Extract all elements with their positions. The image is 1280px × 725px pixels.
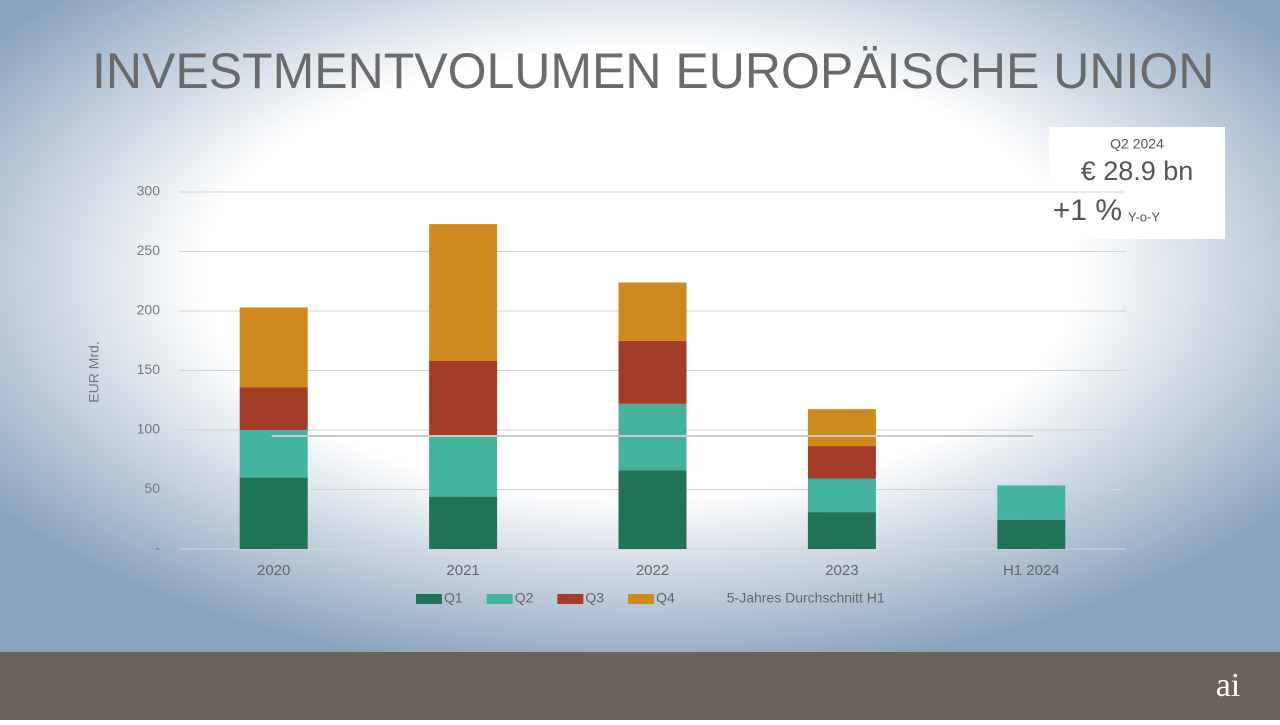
slide-title: INVESTMENTVOLUMEN EUROPÄISCHE UNION [92,43,1214,99]
legend-label: 5-Jahres Durchschnitt H1 [727,590,885,606]
footer-band [0,652,1280,720]
bar-segment [807,446,876,479]
y-tick-label: 250 [137,242,161,258]
legend-label: Q2 [515,590,534,606]
callout-change: +1 % [1053,194,1122,227]
bar-segment [239,307,308,388]
bar-segment [618,282,687,341]
bar-segment [997,519,1066,549]
callout-change-unit: Y-o-Y [1128,209,1160,224]
legend-label: Q3 [585,590,604,606]
y-tick-label: 100 [137,421,161,437]
x-tick-label: 2022 [636,562,669,579]
x-tick-label: 2020 [257,562,290,579]
legend-swatch [628,594,655,604]
bar-segment [618,470,687,549]
y-tick-label: 50 [144,480,160,496]
y-tick-label: 150 [137,361,161,377]
bar-segment [239,477,308,549]
bar-segment [239,430,308,478]
bar-segment [618,340,687,404]
bar-segment [997,485,1066,520]
callout-volume: € 28.9 bn [1081,156,1194,186]
legend-swatch [416,594,442,604]
y-axis-label: EUR Mrd. [86,341,102,402]
bar-segment [429,224,498,361]
y-tick-label: 200 [137,302,161,318]
bar-segment [618,403,687,471]
y-tick-label: - [155,540,160,556]
y-tick-label: 300 [137,183,161,199]
bar-segment [429,496,498,549]
logo: ai [1216,667,1241,704]
bar-segment [807,409,876,447]
bar-segment [429,360,498,436]
x-tick-label: 2023 [825,562,858,579]
bar-segment [429,435,498,497]
x-tick-label: 2021 [446,562,479,579]
bar-segment [239,387,308,430]
bar-segment [807,478,876,513]
legend-swatch [486,594,513,604]
legend-label: Q4 [656,590,675,606]
callout-box [1049,127,1225,239]
callout-period: Q2 2024 [1110,136,1164,152]
bar-segment [807,512,876,549]
legend-label: Q1 [444,590,463,606]
legend-swatch [557,594,584,604]
x-tick-label: H1 2024 [1003,562,1060,579]
